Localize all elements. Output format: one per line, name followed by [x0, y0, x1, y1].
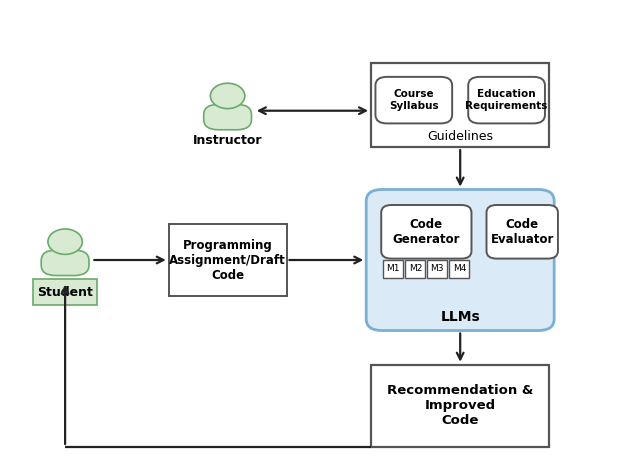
- FancyBboxPatch shape: [383, 260, 403, 278]
- Text: M2: M2: [409, 264, 422, 273]
- Text: Course
Syllabus: Course Syllabus: [389, 89, 438, 111]
- Text: Instructor: Instructor: [193, 134, 262, 147]
- Text: Programming
Assignment/Draft
Code: Programming Assignment/Draft Code: [169, 238, 286, 281]
- FancyBboxPatch shape: [428, 260, 447, 278]
- Text: M4: M4: [452, 264, 466, 273]
- FancyBboxPatch shape: [41, 250, 89, 276]
- FancyBboxPatch shape: [33, 280, 97, 305]
- Text: LLMs: LLMs: [440, 310, 480, 324]
- FancyBboxPatch shape: [366, 190, 554, 331]
- FancyBboxPatch shape: [486, 205, 558, 259]
- FancyBboxPatch shape: [468, 77, 545, 123]
- FancyBboxPatch shape: [405, 260, 425, 278]
- FancyBboxPatch shape: [376, 77, 452, 123]
- Text: M1: M1: [387, 264, 400, 273]
- Text: Code
Evaluator: Code Evaluator: [490, 218, 554, 246]
- Text: Recommendation &
Improved
Code: Recommendation & Improved Code: [387, 384, 533, 427]
- Text: Student: Student: [37, 286, 93, 299]
- FancyBboxPatch shape: [381, 205, 472, 259]
- Text: Guidelines: Guidelines: [427, 131, 493, 143]
- FancyBboxPatch shape: [204, 105, 252, 130]
- FancyBboxPatch shape: [169, 224, 287, 297]
- Circle shape: [211, 83, 245, 109]
- FancyBboxPatch shape: [371, 365, 549, 447]
- FancyBboxPatch shape: [449, 260, 469, 278]
- Text: Education
Requirements: Education Requirements: [465, 89, 548, 111]
- Circle shape: [48, 229, 83, 254]
- Text: M3: M3: [431, 264, 444, 273]
- FancyBboxPatch shape: [371, 62, 549, 147]
- Text: Code
Generator: Code Generator: [392, 218, 460, 246]
